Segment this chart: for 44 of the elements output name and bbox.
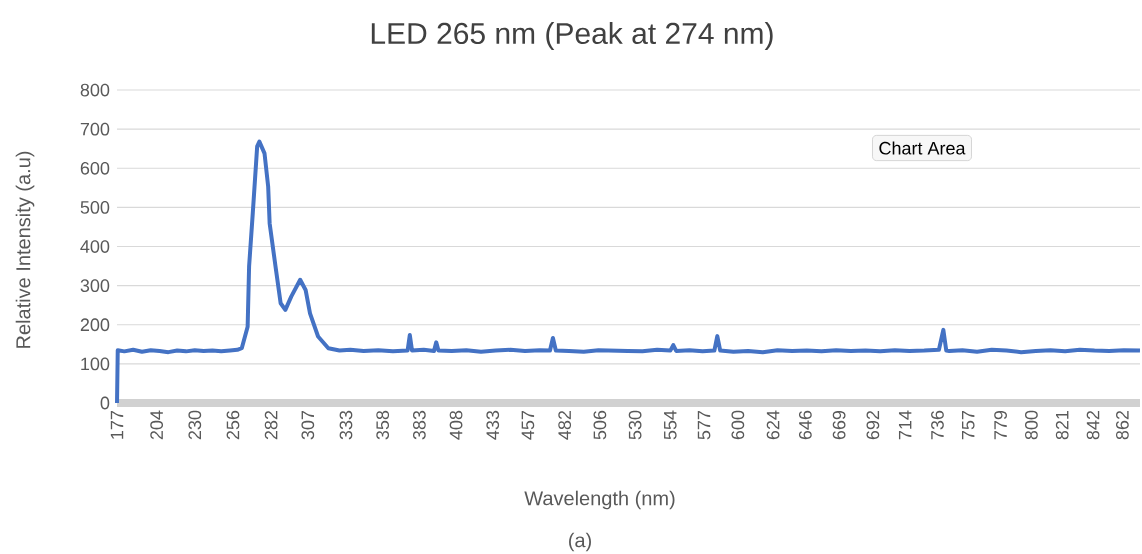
annotation: Chart Area <box>879 141 966 155</box>
x-tick-label: 779 <box>994 410 1007 440</box>
x-axis-title: Wavelength (nm) <box>524 490 675 510</box>
x-tick-label: 624 <box>766 410 780 440</box>
y-tick-label: 800 <box>80 83 110 97</box>
x-tick-label: 177 <box>110 410 124 439</box>
x-tick-label: 842 <box>1086 410 1100 440</box>
y-tick-label: 100 <box>81 357 110 371</box>
chart-title: LED 265 nm (Peak at 274 nm) <box>371 22 773 50</box>
x-tick-label: 383 <box>412 410 426 440</box>
y-tick-label: 500 <box>80 201 110 214</box>
x-tick-label: 333 <box>339 410 353 440</box>
x-tick-label: 736 <box>931 410 944 440</box>
y-tick-label: 200 <box>80 318 110 332</box>
x-tick-label: 646 <box>798 410 812 440</box>
y-tick-label: 600 <box>80 161 110 175</box>
x-tick-label: 256 <box>226 410 240 440</box>
y-tick-label: 400 <box>80 240 110 253</box>
x-tick-label: 530 <box>628 410 642 440</box>
x-tick-label: 554 <box>664 410 677 440</box>
x-tick-label: 692 <box>866 410 880 440</box>
y-tick-label: 0 <box>100 396 110 410</box>
y-axis-title: Relative Intensity (a.u) <box>15 151 35 348</box>
x-tick-label: 821 <box>1055 410 1069 440</box>
x-tick-label: 282 <box>264 410 278 440</box>
x-tick-label: 408 <box>449 410 463 440</box>
x-tick-label: 230 <box>188 410 202 440</box>
x-tick-label: 457 <box>521 410 535 440</box>
x-tick-label: 714 <box>898 410 912 440</box>
y-tick-label: 300 <box>80 279 110 293</box>
x-tick-label: 800 <box>1025 410 1038 440</box>
x-tick-label: 506 <box>593 410 607 440</box>
x-tick-label: 577 <box>697 410 711 440</box>
x-tick-label: 757 <box>961 410 975 440</box>
x-tick-label: 307 <box>301 410 315 440</box>
x-tick-label: 433 <box>486 410 500 440</box>
x-tick-label: 204 <box>150 410 164 440</box>
x-tick-label: 669 <box>832 410 846 440</box>
text: (a) <box>569 532 591 552</box>
x-tick-label: 358 <box>376 410 390 440</box>
y-tick-label: 700 <box>80 122 110 136</box>
x-tick-label: 600 <box>731 410 745 440</box>
x-tick-label: 482 <box>558 410 572 440</box>
x-tick-label: 862 <box>1116 410 1129 440</box>
